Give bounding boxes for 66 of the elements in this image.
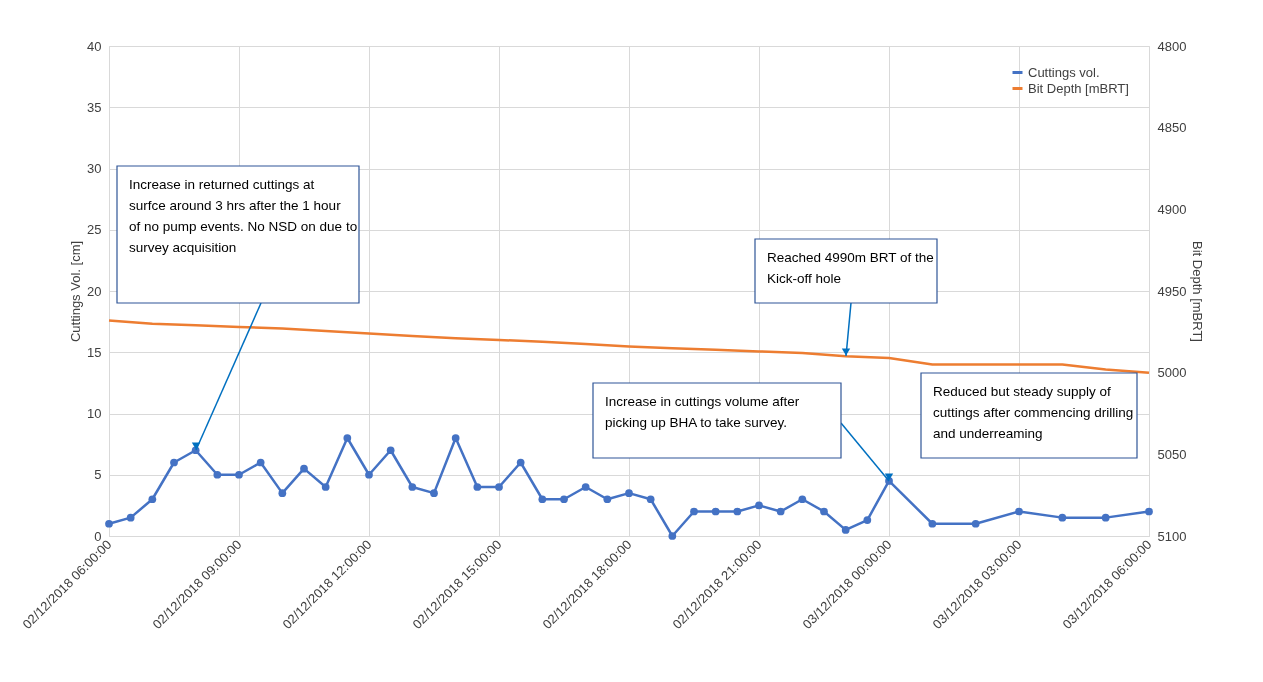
y2-tick-label: 5000 (1157, 365, 1187, 381)
point (365, 470, 373, 479)
point (668, 532, 677, 540)
y2-tick-label: 5050 (1157, 446, 1187, 462)
y2-tick-label: 4850 (1157, 120, 1187, 136)
y2-tick-label: 5100 (1157, 528, 1187, 544)
point (971, 519, 980, 528)
point (798, 495, 807, 504)
y-tick-label: 30 (87, 161, 102, 176)
legend-label: Cuttings vol. (1028, 64, 1100, 80)
point (1145, 507, 1153, 516)
point (278, 489, 287, 497)
line-series (107, 319, 1151, 374)
point (495, 483, 503, 491)
y2-tick-label: 4900 (1157, 201, 1187, 217)
point (126, 513, 135, 522)
point (603, 495, 612, 504)
point (473, 483, 482, 491)
point (300, 464, 308, 473)
point (386, 446, 395, 455)
annotation: Increase in returned cuttings at surfce around 3 hrs after the 1 hour of no pump events. No NSD on due to survey acquisition (129, 177, 358, 255)
annotation: Reached 4990m BRT of the Kick-off hole (767, 250, 934, 286)
point (755, 501, 763, 510)
point (516, 458, 525, 467)
point (1058, 513, 1067, 522)
legend-label: Bit Depth [mBRT] (1028, 80, 1129, 96)
point (1015, 507, 1023, 516)
point (928, 519, 937, 528)
point (343, 434, 352, 442)
point (863, 516, 872, 524)
point (451, 434, 460, 442)
point (625, 489, 633, 497)
point (235, 470, 243, 479)
point (841, 526, 850, 534)
point (820, 507, 828, 516)
y-tick-label: 25 (87, 222, 102, 238)
point (105, 519, 113, 528)
y-axis-title: Cuttings Vol. [cm] (68, 240, 84, 343)
y2-axis-title: Bit Depth [mBRT] (1190, 241, 1206, 342)
point (711, 507, 720, 516)
y-tick-label: 20 (87, 283, 102, 299)
point (170, 458, 178, 467)
point (213, 470, 222, 479)
point (256, 458, 265, 467)
point (148, 495, 157, 504)
point (1101, 513, 1110, 522)
point (776, 507, 785, 516)
annotation: Reduced but steady supply of cuttings after commencing drilling and underreaming (933, 384, 1134, 441)
y2-tick-label: 4800 (1157, 38, 1187, 54)
point (581, 483, 590, 491)
annotation: Increase in cuttings volume after picking up BHA to take survey. (605, 394, 800, 430)
y-tick-label: 10 (87, 406, 102, 421)
y-tick-label: 5 (94, 467, 102, 483)
point (646, 495, 655, 504)
y-tick-label: 0 (94, 528, 102, 544)
point (321, 483, 330, 491)
point (430, 489, 438, 497)
point (560, 495, 568, 504)
y-tick-label: 40 (87, 38, 102, 54)
y-tick-label: 15 (87, 344, 102, 360)
point (538, 495, 547, 504)
y-tick-label: 35 (87, 99, 102, 115)
point (733, 507, 742, 516)
point (408, 483, 417, 491)
point (690, 507, 698, 516)
y2-tick-label: 4950 (1157, 283, 1187, 299)
